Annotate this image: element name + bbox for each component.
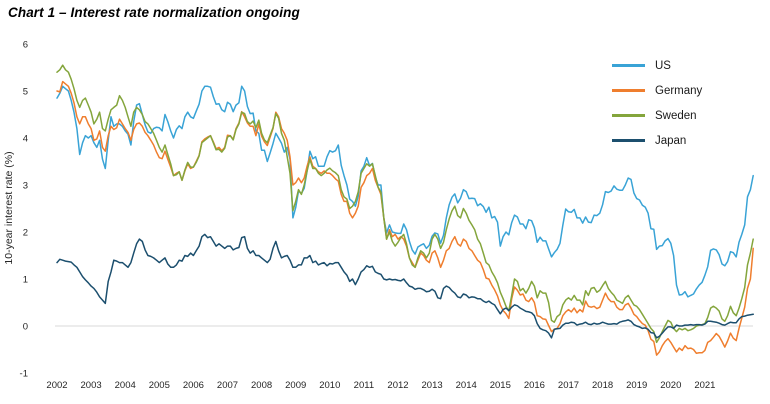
x-tick-label: 2004 [115, 380, 136, 391]
x-tick-label: 2007 [217, 380, 238, 391]
x-tick-label: 2019 [626, 380, 647, 391]
legend-item-japan: Japan [612, 128, 702, 153]
y-tick-label: 4 [23, 134, 28, 145]
series-line-sweden [56, 64, 754, 344]
x-tick-label: 2015 [490, 380, 511, 391]
y-tick-label: -1 [20, 369, 28, 380]
x-tick-label: 2009 [285, 380, 306, 391]
x-tick-label: 2011 [354, 380, 374, 391]
x-tick-label: 2003 [81, 380, 102, 391]
legend-swatch-sweden [612, 114, 645, 117]
y-tick-label: 3 [23, 181, 28, 192]
x-tick-label: 2012 [387, 380, 408, 391]
legend-swatch-japan [612, 139, 645, 142]
x-tick-label: 2002 [46, 380, 67, 391]
y-tick-label: 0 [23, 322, 28, 333]
y-tick-label: 1 [23, 275, 28, 286]
x-tick-label: 2021 [694, 380, 715, 391]
legend-item-germany: Germany [612, 78, 702, 103]
x-tick-label: 2020 [660, 380, 681, 391]
x-tick-label: 2005 [149, 380, 170, 391]
x-tick-label: 2006 [183, 380, 204, 391]
y-tick-label: 6 [23, 40, 28, 51]
series-line-us [56, 85, 754, 298]
x-tick-label: 2018 [592, 380, 613, 391]
x-tick-label: 2010 [319, 380, 340, 391]
x-tick-label: 2014 [456, 380, 477, 391]
y-axis-title: 10-year interest rate (%) [3, 151, 15, 264]
legend-swatch-germany [612, 89, 645, 92]
legend-label: US [655, 59, 671, 72]
x-tick-label: 2008 [251, 380, 272, 391]
legend-swatch-us [612, 64, 645, 67]
legend-item-us: US [612, 53, 702, 78]
x-tick-label: 2013 [422, 380, 443, 391]
y-tick-label: 2 [23, 228, 28, 239]
legend-label: Sweden [655, 109, 697, 122]
legend-label: Japan [655, 134, 687, 147]
x-tick-label: 2017 [558, 380, 579, 391]
y-tick-label: 5 [23, 87, 28, 98]
legend: US Germany Sweden Japan [612, 53, 702, 153]
chart-title: Chart 1 – Interest rate normalization on… [8, 5, 300, 20]
legend-item-sweden: Sweden [612, 103, 702, 128]
legend-label: Germany [655, 84, 703, 97]
x-tick-label: 2016 [524, 380, 545, 391]
series-line-japan [56, 233, 754, 339]
